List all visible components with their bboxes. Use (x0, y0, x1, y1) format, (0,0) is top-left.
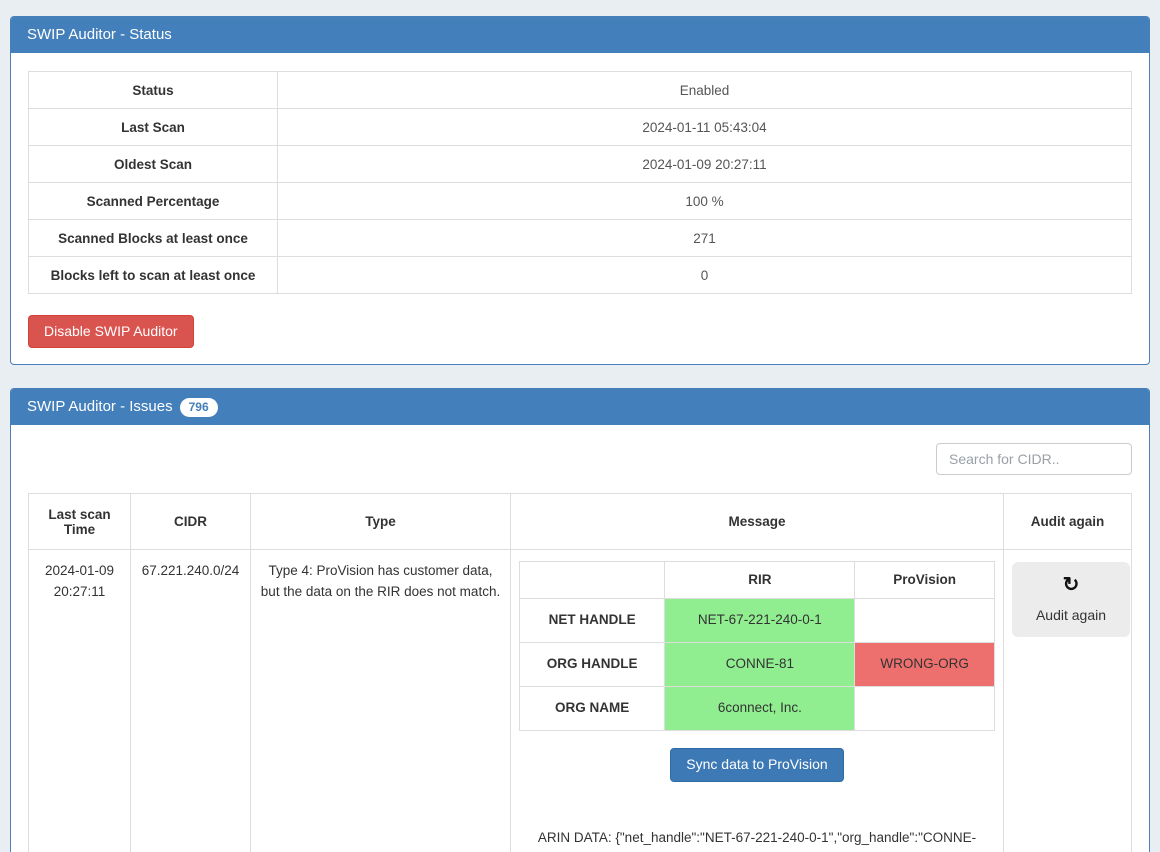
status-panel-body: Status Enabled Last Scan 2024-01-11 05:4… (11, 53, 1149, 364)
status-row-label: Scanned Percentage (28, 182, 278, 220)
table-row: ORG NAME 6connect, Inc. (518, 686, 995, 732)
compare-row-label: NET HANDLE (518, 598, 666, 644)
status-row-label: Status (28, 71, 278, 109)
status-row-value: 271 (277, 219, 1132, 257)
issue-message-cell: RIR ProVision NET HANDLE NET-67-221-240-… (510, 549, 1004, 852)
disable-swip-auditor-button[interactable]: Disable SWIP Auditor (28, 315, 194, 349)
status-row-label: Last Scan (28, 108, 278, 146)
table-row: Scanned Blocks at least once 271 (28, 219, 1132, 257)
issues-table: Last scan Time CIDR Type Message Audit a… (28, 493, 1132, 852)
status-row-value: 2024-01-11 05:43:04 (277, 108, 1132, 146)
issues-header-row: Last scan Time CIDR Type Message Audit a… (28, 493, 1132, 551)
status-row-label: Oldest Scan (28, 145, 278, 183)
issues-count-badge: 796 (179, 397, 218, 418)
table-row: Scanned Percentage 100 % (28, 182, 1132, 220)
issue-last-scan-time: 2024-01-09 20:27:11 (28, 549, 131, 852)
compare-rir-value: NET-67-221-240-0-1 (664, 598, 856, 644)
issue-cidr: 67.221.240.0/24 (130, 549, 251, 852)
column-header-cidr: CIDR (130, 493, 251, 551)
status-panel: SWIP Auditor - Status Status Enabled Las… (10, 16, 1150, 366)
status-row-label: Scanned Blocks at least once (28, 219, 278, 257)
status-row-label: Blocks left to scan at least once (28, 256, 278, 294)
column-header-audit-again: Audit again (1003, 493, 1132, 551)
compare-header-row: RIR ProVision (518, 561, 995, 600)
column-header-last-scan-time: Last scan Time (28, 493, 131, 551)
status-panel-title: SWIP Auditor - Status (27, 26, 172, 43)
compare-provision-value (854, 598, 995, 644)
arin-data-text: ARIN DATA: {"net_handle":"NET-67-221-240… (537, 829, 977, 852)
status-row-value: 0 (277, 256, 1132, 294)
table-row: ORG HANDLE CONNE-81 WRONG-ORG (518, 642, 995, 688)
status-row-value: 2024-01-09 20:27:11 (277, 145, 1132, 183)
status-table: Status Enabled Last Scan 2024-01-11 05:4… (28, 71, 1132, 294)
compare-corner-cell (518, 561, 666, 600)
compare-col-provision: ProVision (854, 561, 995, 600)
table-row: Status Enabled (28, 71, 1132, 109)
status-panel-heading: SWIP Auditor - Status (11, 17, 1149, 53)
compare-row-label: ORG NAME (518, 686, 666, 732)
refresh-icon: ↻ (1062, 574, 1080, 597)
issues-panel-heading: SWIP Auditor - Issues 796 (11, 389, 1149, 426)
table-row: Blocks left to scan at least once 0 (28, 256, 1132, 294)
table-row: Last Scan 2024-01-11 05:43:04 (28, 108, 1132, 146)
issue-audit-again-cell: ↻ Audit again (1003, 549, 1132, 852)
column-header-type: Type (250, 493, 511, 551)
issue-type: Type 4: ProVision has customer data, but… (250, 549, 511, 852)
column-header-message: Message (510, 493, 1004, 551)
compare-rir-value: CONNE-81 (664, 642, 856, 688)
rir-provision-compare-table: RIR ProVision NET HANDLE NET-67-221-240-… (518, 561, 995, 732)
compare-provision-value (854, 686, 995, 732)
compare-row-label: ORG HANDLE (518, 642, 666, 688)
issues-panel-title: SWIP Auditor - Issues (27, 398, 173, 416)
compare-col-rir: RIR (664, 561, 856, 600)
cidr-search-input[interactable] (936, 443, 1132, 476)
table-row: 2024-01-09 20:27:11 67.221.240.0/24 Type… (28, 549, 1132, 852)
issues-panel: SWIP Auditor - Issues 796 Last scan Time … (10, 388, 1150, 852)
status-row-value: 100 % (277, 182, 1132, 220)
audit-again-button[interactable]: ↻ Audit again (1012, 562, 1130, 638)
status-row-value: Enabled (277, 71, 1132, 109)
sync-data-to-provision-button[interactable]: Sync data to ProVision (670, 748, 844, 782)
table-row: NET HANDLE NET-67-221-240-0-1 (518, 598, 995, 644)
issues-panel-body: Last scan Time CIDR Type Message Audit a… (11, 425, 1149, 852)
compare-provision-value: WRONG-ORG (854, 642, 995, 688)
audit-again-button-label: Audit again (1035, 607, 1107, 624)
compare-rir-value: 6connect, Inc. (664, 686, 856, 732)
table-row: Oldest Scan 2024-01-09 20:27:11 (28, 145, 1132, 183)
search-row (28, 443, 1132, 476)
